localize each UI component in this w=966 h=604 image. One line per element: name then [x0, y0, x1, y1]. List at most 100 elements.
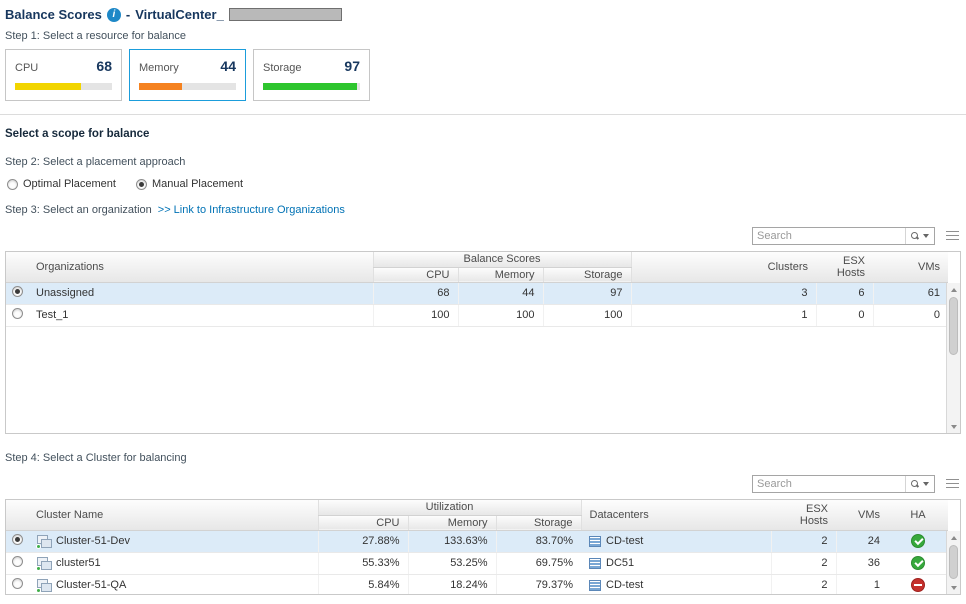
step1-label: Step 1: Select a resource for balance	[5, 30, 186, 42]
header-clusters[interactable]: Clusters	[630, 252, 817, 283]
cluster-memory-utilization: 53.25%	[407, 552, 496, 575]
resource-label: Memory	[139, 62, 179, 74]
header-esx-hosts[interactable]: ESX Hosts	[771, 500, 836, 531]
org-cpu-score: 68	[372, 282, 458, 305]
scroll-down-icon[interactable]	[947, 581, 960, 594]
placement-option-manual[interactable]: Manual Placement	[135, 178, 243, 190]
cluster-name: Cluster-51-QA	[56, 579, 127, 591]
cluster-esx-hosts: 2	[770, 552, 836, 575]
org-search-input[interactable]	[753, 229, 905, 243]
radio-manual[interactable]	[135, 178, 147, 190]
cluster-table-row[interactable]: cluster51 55.33% 53.25% 69.75% DC51 2 36	[6, 552, 948, 575]
resource-card-memory[interactable]: Memory 44	[129, 49, 246, 101]
placement-options: Optimal Placement Manual Placement	[7, 178, 966, 190]
step3-row: Step 3: Select an organization >> Link t…	[5, 204, 966, 216]
header-radio-col	[6, 252, 28, 283]
org-row-radio[interactable]	[11, 308, 23, 319]
cluster-row-radio[interactable]	[11, 578, 23, 589]
cluster-esx-hosts: 2	[770, 574, 836, 594]
header-esx-hosts[interactable]: ESX Hosts	[816, 252, 874, 283]
cluster-table-header: Cluster Name Utilization Datacenters ESX…	[6, 500, 948, 531]
placement-option-optimal[interactable]: Optimal Placement	[7, 178, 116, 190]
info-icon[interactable]	[106, 7, 121, 22]
datacenter-name: CD-test	[606, 579, 644, 591]
org-memory-score: 44	[457, 282, 543, 305]
org-table-scrollbar[interactable]	[946, 283, 960, 433]
header-utilization-group: Utilization	[317, 500, 581, 516]
cluster-esx-hosts: 2	[770, 530, 836, 553]
cluster-row-radio[interactable]	[11, 556, 23, 567]
org-name: Test_1	[28, 304, 373, 327]
infrastructure-organizations-link[interactable]: >> Link to Infrastructure Organizations	[157, 204, 345, 216]
header-cluster-name[interactable]: Cluster Name	[28, 500, 318, 531]
cluster-vms: 1	[835, 574, 888, 594]
datacenter-icon	[589, 557, 601, 569]
cluster-search-button[interactable]	[905, 476, 934, 492]
header-datacenters[interactable]: Datacenters	[580, 500, 771, 531]
page-subtitle: VirtualCenter_	[135, 7, 224, 22]
header-vms[interactable]: VMs	[873, 252, 949, 283]
header-cpu[interactable]: CPU	[317, 515, 408, 531]
header-memory[interactable]: Memory	[407, 515, 496, 531]
cluster-icon	[36, 578, 52, 593]
scrollbar-thumb[interactable]	[949, 297, 958, 355]
header-cpu[interactable]: CPU	[372, 267, 458, 283]
scroll-down-icon[interactable]	[947, 420, 960, 433]
org-storage-score: 100	[542, 304, 632, 327]
header-organizations[interactable]: Organizations	[28, 252, 373, 283]
header-storage[interactable]: Storage	[542, 267, 632, 283]
table-options-icon[interactable]	[946, 231, 959, 241]
resource-bar-track	[15, 83, 112, 90]
cluster-cpu-utilization: 27.88%	[317, 530, 408, 553]
cluster-vms: 36	[835, 552, 888, 575]
section-divider	[0, 114, 966, 115]
org-esx-hosts: 6	[815, 282, 874, 305]
resource-card-storage[interactable]: Storage 97	[253, 49, 370, 101]
org-table-row[interactable]: Test_1 100 100 100 1 0 0	[6, 304, 949, 327]
redacted-virtualcenter-name	[228, 8, 342, 21]
scope-heading: Select a scope for balance	[5, 128, 150, 140]
org-storage-score: 97	[542, 282, 632, 305]
table-options-icon[interactable]	[946, 479, 959, 489]
header-balance-scores-group: Balance Scores	[372, 252, 632, 268]
org-vms: 61	[872, 282, 949, 305]
cluster-storage-utilization: 79.37%	[495, 574, 581, 594]
header-ha[interactable]: HA	[888, 500, 948, 531]
header-storage[interactable]: Storage	[495, 515, 581, 531]
cluster-table-row[interactable]: Cluster-51-Dev 27.88% 133.63% 83.70% CD-…	[6, 530, 948, 553]
org-table-row[interactable]: Unassigned 68 44 97 3 6 61	[6, 282, 949, 305]
resource-label: CPU	[15, 62, 39, 74]
cluster-icon	[36, 556, 52, 571]
org-search-button[interactable]	[905, 228, 934, 244]
scrollbar-thumb[interactable]	[949, 545, 958, 579]
cluster-memory-utilization: 18.24%	[407, 574, 496, 594]
resource-bar-track	[263, 83, 360, 90]
scroll-up-icon[interactable]	[947, 531, 960, 544]
resource-bar-fill	[15, 83, 81, 90]
cluster-storage-utilization: 83.70%	[495, 530, 581, 553]
title-separator: -	[125, 7, 131, 22]
chevron-down-icon	[923, 482, 929, 486]
resource-label: Storage	[263, 62, 302, 74]
chevron-down-icon	[923, 234, 929, 238]
header-vms[interactable]: VMs	[836, 500, 888, 531]
org-vms: 0	[872, 304, 949, 327]
resource-bar-fill	[263, 83, 358, 90]
cluster-table-row[interactable]: Cluster-51-QA 5.84% 18.24% 79.37% CD-tes…	[6, 574, 948, 594]
radio-optimal[interactable]	[7, 178, 18, 190]
scroll-up-icon[interactable]	[947, 283, 960, 296]
cluster-search-input[interactable]	[753, 477, 905, 491]
cluster-row-radio[interactable]	[11, 534, 23, 545]
org-table-toolbar	[5, 227, 961, 247]
ha-status-icon	[911, 578, 925, 592]
header-memory[interactable]: Memory	[457, 267, 543, 283]
resource-card-cpu[interactable]: CPU 68	[5, 49, 122, 101]
org-table-header: Organizations Balance Scores Clusters ES…	[6, 252, 949, 283]
search-icon	[911, 480, 919, 488]
organizations-table: Organizations Balance Scores Clusters ES…	[5, 251, 961, 434]
cluster-table-scrollbar[interactable]	[946, 531, 960, 594]
page-title: Balance Scores	[5, 7, 102, 22]
datacenter-name: DC51	[606, 557, 635, 569]
org-row-radio[interactable]	[11, 286, 23, 297]
